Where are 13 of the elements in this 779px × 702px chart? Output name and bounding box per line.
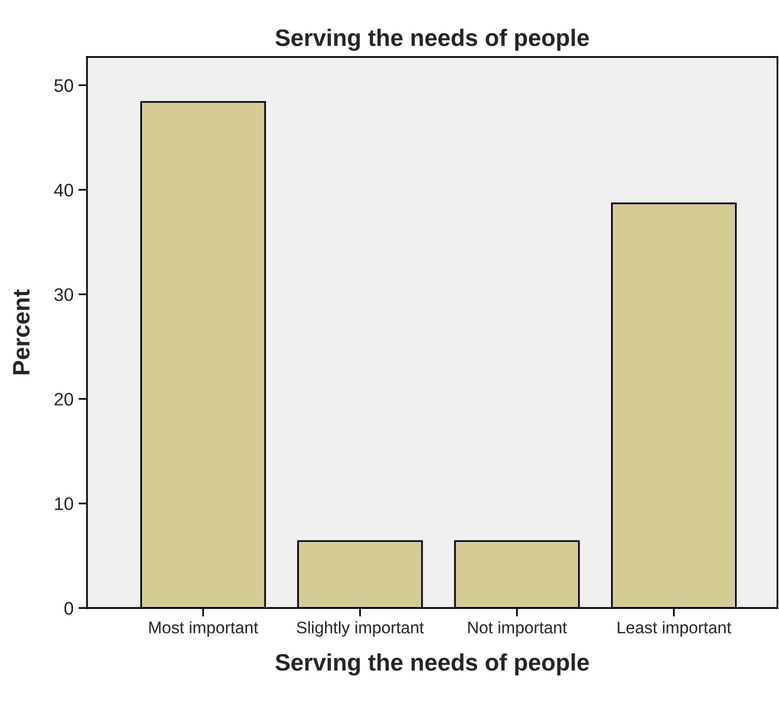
y-axis-title: Percent [13,289,30,374]
y-tick-label: 10 [55,497,74,510]
y-tick-label: 40 [54,184,74,197]
chart-title: Serving the needs of people [275,28,589,51]
x-tick-label: Slightly important [296,621,424,637]
y-tick-label: 20 [54,392,74,406]
x-tick-label: Least important [618,621,732,637]
y-tick-label: 30 [54,288,74,302]
x-tick-label: Not important [468,621,567,637]
x-axis-title: Serving the needs of people [275,653,589,676]
y-tick-label: 0 [64,602,74,615]
y-tick-label: 50 [54,79,74,92]
x-tick-label: Most important [149,621,258,637]
